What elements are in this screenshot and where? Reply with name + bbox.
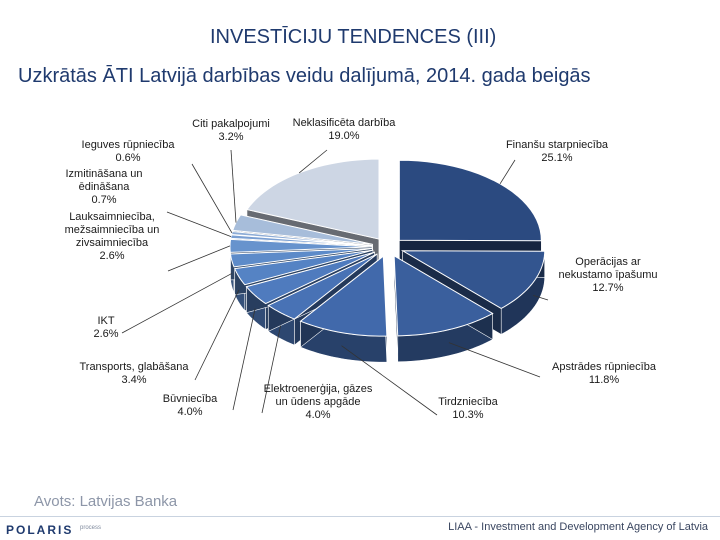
slice-category-label: Finanšu starpniecība <box>506 139 609 151</box>
pie-slice <box>393 254 494 363</box>
slice-category-label: mežsaimniecība un <box>65 224 160 236</box>
slice-category-label: Būvniecība <box>163 393 218 405</box>
leader-line <box>499 159 516 185</box>
slice-category-label: ēdināšana <box>79 181 131 193</box>
slice-category-label: Elektroenerģija, gāzes <box>264 382 373 395</box>
slice-category-label: zivsaimniecība <box>76 237 149 249</box>
slice-value-label: 0.6% <box>115 152 140 164</box>
slice-value-label: 2.6% <box>93 328 118 340</box>
chart-subtitle: Uzkrātās ĀTI Latvijā darbības veidu dalī… <box>18 65 591 87</box>
leader-line <box>341 345 438 416</box>
slice-category-label: Izmitināšana un <box>65 168 142 180</box>
slice-category-label: Lauksaimniecība, <box>69 211 155 223</box>
leader-line <box>167 245 231 272</box>
slice-value-label: 4.0% <box>305 409 330 421</box>
slice-value-label: 3.2% <box>218 131 243 143</box>
slice-category-label: Operācijas ar <box>575 256 641 268</box>
slice-value-label: 25.1% <box>541 152 572 164</box>
slide-title: INVESTĪCIJU TENDENCES (III) <box>210 26 497 48</box>
source-note: Avots: Latvijas Banka <box>34 493 178 510</box>
leader-line <box>166 211 232 237</box>
slice-value-label: 11.8% <box>589 374 620 386</box>
slice-category-label: un ūdens apgāde <box>275 396 360 408</box>
polaris-logo: POLARIS <box>6 523 74 537</box>
slice-value-label: 10.3% <box>452 409 483 421</box>
slice-value-label: 4.0% <box>177 406 202 418</box>
leader-line <box>232 308 256 411</box>
slice-category-label: Ieguves rūpniecība <box>82 139 176 151</box>
slice-value-label: 12.7% <box>592 282 623 294</box>
leader-line <box>121 273 232 334</box>
slice-category-label: IKT <box>97 315 114 327</box>
leader-line <box>448 342 541 378</box>
slice-value-label: 3.4% <box>121 374 146 386</box>
slice-category-label: nekustamo īpašumu <box>558 269 657 281</box>
leader-line <box>191 163 233 234</box>
leader-line <box>533 294 549 301</box>
slice-category-label: Apstrādes rūpniecība <box>552 361 657 373</box>
logo-tagline: process <box>80 525 102 531</box>
slice-category-label: Transports, glabāšana <box>79 361 189 373</box>
slice-value-label: 2.6% <box>99 250 124 262</box>
slice-category-label: Neklasificēta darbība <box>293 117 397 129</box>
leader-line <box>230 149 237 223</box>
slice-value-label: 0.7% <box>91 194 116 206</box>
leader-line <box>261 325 281 414</box>
footer-divider <box>0 516 720 517</box>
slice-category-label: Citi pakalpojumi <box>192 118 270 130</box>
slice-category-label: Tirdzniecība <box>438 396 498 408</box>
agency-footer: LIAA - Investment and Development Agency… <box>448 521 708 533</box>
pie-slice <box>299 255 388 363</box>
leader-line <box>194 289 240 381</box>
slice-value-label: 19.0% <box>328 130 359 142</box>
leader-line <box>298 149 328 174</box>
